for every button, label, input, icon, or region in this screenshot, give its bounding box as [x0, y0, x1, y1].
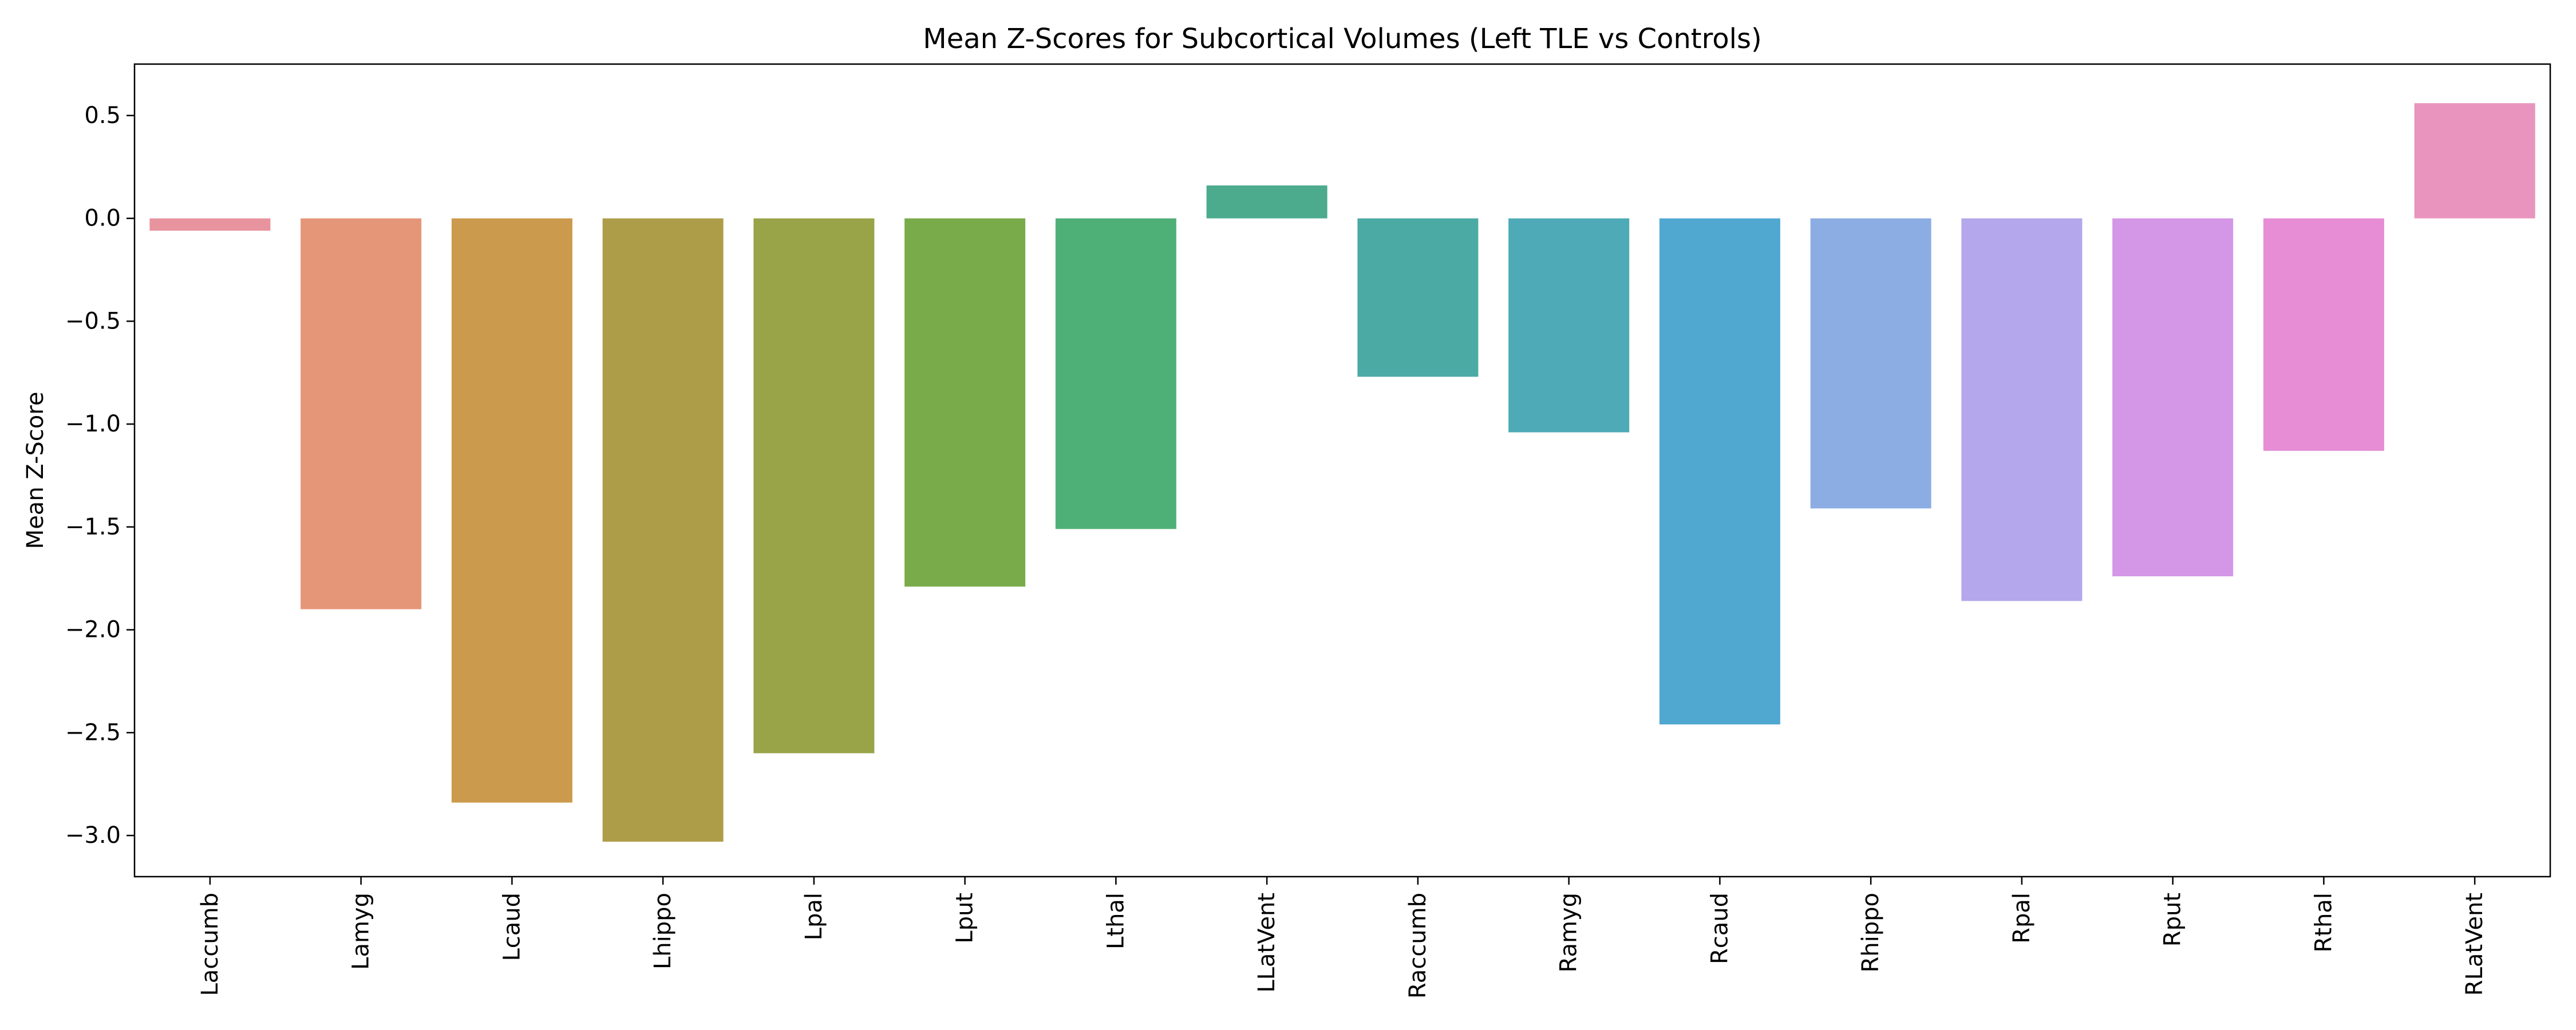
x-tick-label: LLatVent [1254, 893, 1280, 993]
bar-lhippo [602, 218, 724, 842]
x-tick-label: Rput [2160, 893, 2186, 946]
x-axis-ticks: Laccumb Lamyg Lcaud Lhippo Lpal Lput Lthal LLat… [197, 877, 2488, 999]
bar-rhippo [1810, 218, 1931, 509]
x-tick-label: Lput [952, 893, 978, 944]
bar-lamyg [301, 218, 422, 609]
y-tick-label: −2.5 [65, 719, 121, 746]
bar-raccumb [1357, 218, 1479, 377]
y-axis-ticks: 0.5 0.0 −0.5 −1.0 −1.5 −2.0 −2.5 −3.0 [65, 102, 135, 849]
x-tick-label: Rcaud [1706, 893, 1733, 964]
x-tick-label: Lamyg [348, 893, 374, 970]
x-tick-label: Lthal [1103, 893, 1129, 949]
x-tick-label: Lhippo [650, 893, 676, 969]
y-tick-label: −1.0 [65, 411, 121, 437]
bar-lpal [753, 218, 875, 754]
bar-rpal [1961, 218, 2083, 601]
y-tick-label: −3.0 [65, 822, 121, 849]
x-tick-label: Laccumb [197, 893, 223, 996]
y-tick-label: 0.0 [84, 205, 121, 232]
bar-rlatvent [2414, 103, 2535, 219]
x-tick-label: Rpal [2009, 893, 2035, 944]
bar-lcaud [451, 218, 572, 803]
y-tick-label: −0.5 [65, 308, 121, 334]
bar-rthal [2263, 218, 2384, 451]
bar-ramyg [1508, 218, 1630, 433]
plot-frame [133, 63, 2551, 878]
x-tick-label: Raccumb [1405, 893, 1431, 999]
x-tick-label: Lcaud [499, 893, 525, 961]
y-tick-label: −1.5 [65, 514, 121, 540]
x-tick-label: Ramyg [1556, 893, 1582, 972]
bar-lput [904, 218, 1026, 587]
bar-laccumb [149, 218, 271, 231]
bar-rcaud [1659, 218, 1780, 724]
x-tick-label: RLatVent [2462, 893, 2488, 996]
bar-llatvent [1206, 185, 1327, 219]
y-tick-label: 0.5 [84, 102, 121, 129]
bar-lthal [1055, 218, 1176, 529]
x-tick-label: Rhippo [1858, 893, 1884, 973]
chart-title: Mean Z-Scores for Subcortical Volumes (L… [923, 23, 1761, 55]
x-tick-label: Lpal [801, 893, 827, 940]
bar-rput [2112, 218, 2234, 577]
bars-group [149, 103, 2535, 842]
x-tick-label: Rthal [2310, 893, 2337, 952]
y-tick-label: −2.0 [65, 617, 121, 643]
y-axis-label: Mean Z-Score [22, 392, 49, 549]
